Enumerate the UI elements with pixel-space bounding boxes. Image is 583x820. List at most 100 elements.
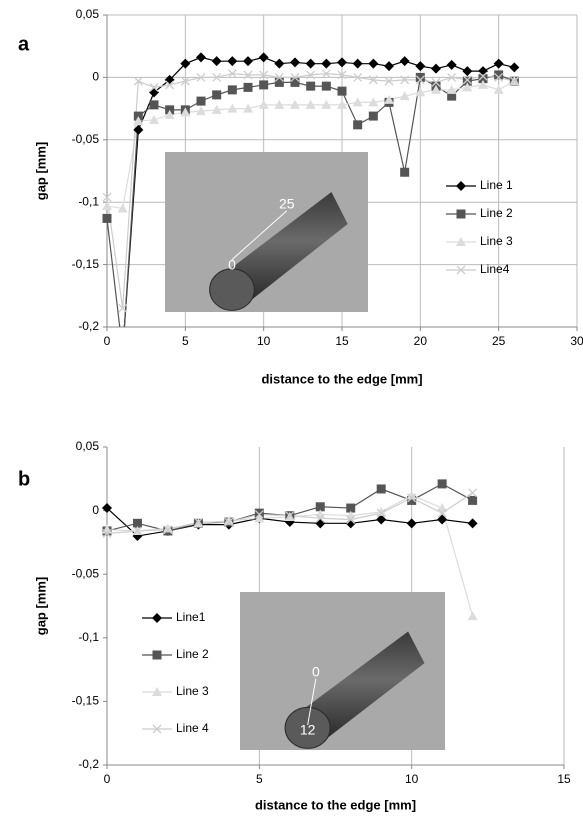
marker-triangle <box>227 103 238 113</box>
marker-triangle <box>431 84 441 94</box>
marker-triangle <box>290 99 300 109</box>
marker-triangle <box>117 203 128 213</box>
marker-square <box>212 90 222 100</box>
marker-diamond <box>243 56 253 67</box>
marker-triangle <box>376 506 387 516</box>
marker-diamond <box>152 613 162 623</box>
marker-diamond <box>376 514 387 525</box>
marker-square <box>415 72 425 82</box>
marker-x <box>400 75 410 85</box>
panel-label: a <box>18 33 30 55</box>
marker-square <box>152 650 162 660</box>
marker-square <box>132 518 142 528</box>
marker-x <box>227 69 237 79</box>
marker-x <box>285 511 295 521</box>
marker-x <box>149 82 159 92</box>
marker-square <box>118 347 127 356</box>
marker-square <box>321 81 331 91</box>
marker-diamond <box>384 61 394 72</box>
marker-triangle <box>384 94 394 104</box>
marker-x <box>337 70 347 80</box>
marker-diamond <box>290 57 300 68</box>
marker-diamond <box>102 503 112 514</box>
marker-diamond <box>431 63 441 74</box>
y-tick-label: -0,15 <box>72 257 100 271</box>
y-tick-label: -0,05 <box>72 132 100 146</box>
marker-diamond <box>368 58 379 69</box>
marker-x <box>494 72 504 82</box>
marker-x <box>376 508 386 518</box>
marker-square <box>337 86 347 96</box>
marker-square <box>196 96 206 106</box>
marker-triangle <box>437 503 448 513</box>
marker-x <box>415 75 425 85</box>
marker-x <box>462 75 472 85</box>
photo-label: 0 <box>228 256 236 272</box>
marker-square <box>407 495 417 505</box>
legend: Line1 Line 2 Line 3 Line 4 <box>142 610 209 735</box>
marker-x <box>321 69 331 79</box>
marker-x <box>437 508 447 518</box>
marker-x <box>133 526 142 536</box>
marker-diamond <box>133 124 144 135</box>
marker-triangle <box>446 84 457 94</box>
photo-cylinder-end <box>284 706 331 749</box>
marker-square <box>462 76 472 86</box>
marker-square <box>149 100 159 110</box>
marker-square <box>254 508 264 518</box>
marker-x <box>180 76 190 86</box>
legend-label: Line1 <box>176 610 206 624</box>
photo-line <box>307 678 317 726</box>
marker-triangle <box>456 237 466 246</box>
marker-diamond <box>352 58 363 69</box>
x-tick-label: 10 <box>257 334 271 348</box>
marker-x <box>447 72 457 82</box>
marker-square <box>447 91 457 101</box>
marker-square <box>437 479 447 489</box>
marker-triangle <box>133 116 144 126</box>
marker-triangle <box>305 99 316 109</box>
marker-triangle <box>493 84 504 94</box>
marker-x <box>384 76 394 86</box>
y-tick-label: -0,1 <box>78 630 99 644</box>
x-axis-label: distance to the edge [mm] <box>255 797 416 812</box>
marker-x <box>102 192 112 202</box>
marker-triangle <box>321 99 332 109</box>
x-tick-label: 30 <box>570 334 583 348</box>
marker-triangle <box>467 611 478 621</box>
marker-x <box>274 72 284 82</box>
y-tick-label: -0,2 <box>78 757 99 771</box>
marker-diamond <box>196 52 206 63</box>
marker-x <box>163 525 173 535</box>
marker-x <box>478 71 488 81</box>
marker-square <box>227 85 237 95</box>
photo-label: 0 <box>312 663 320 679</box>
marker-triangle <box>102 200 112 210</box>
photo-line <box>231 210 288 260</box>
x-tick-label: 15 <box>557 772 571 786</box>
y-tick-label: -0,15 <box>72 694 100 708</box>
marker-x <box>456 265 466 275</box>
marker-square <box>306 81 316 91</box>
marker-x <box>290 72 300 82</box>
marker-diamond <box>399 56 410 67</box>
marker-triangle <box>415 87 426 97</box>
legend: Line 1 Line 2 Line 3 Line4 <box>446 178 513 276</box>
marker-x <box>306 70 316 80</box>
marker-triangle <box>149 114 159 124</box>
plot-area <box>102 52 520 356</box>
marker-triangle <box>406 490 417 500</box>
photo-cylinder <box>221 192 348 301</box>
marker-x <box>193 517 203 527</box>
y-axis-label: gap [mm] <box>33 142 48 201</box>
y-tick-label: -0,2 <box>78 319 99 333</box>
marker-x <box>254 509 264 519</box>
marker-diamond <box>509 62 520 73</box>
marker-square <box>494 70 504 80</box>
marker-square <box>274 77 284 87</box>
marker-triangle <box>399 91 410 101</box>
marker-x <box>509 76 519 86</box>
marker-square <box>400 167 410 177</box>
marker-square <box>259 80 269 90</box>
marker-x <box>212 72 222 82</box>
